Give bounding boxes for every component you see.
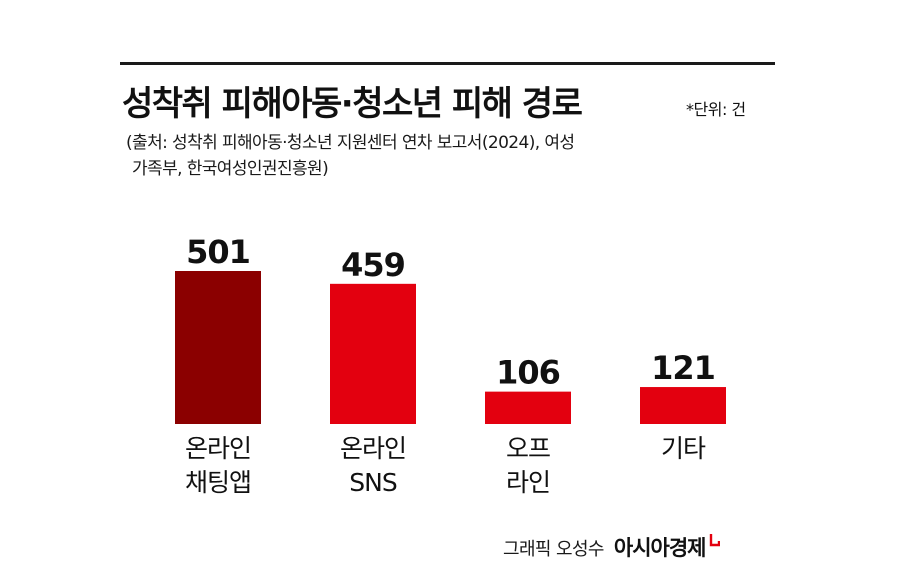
category-label-2-line-1: 온라인 bbox=[340, 434, 406, 463]
bar-2 bbox=[330, 283, 416, 424]
category-label-1-line-1: 온라인 bbox=[185, 434, 251, 463]
value-label-1: 501 bbox=[186, 233, 250, 271]
category-label-1-line-2: 채팅앱 bbox=[185, 468, 251, 497]
category-label-3-line-1: 오프 bbox=[506, 434, 550, 463]
source-line-1: (출처: 성착취 피해아동·청소년 지원센터 연차 보고서(2024), 여성 bbox=[126, 133, 575, 153]
graphic-credit: 그래픽 오성수 bbox=[503, 539, 604, 560]
brand-logo: 아시아경제 bbox=[613, 536, 707, 560]
value-label-4: 121 bbox=[651, 349, 715, 387]
value-label-3: 106 bbox=[496, 354, 560, 392]
bar-4 bbox=[640, 387, 726, 424]
credit: 그래픽 오성수 아시아경제 bbox=[503, 532, 720, 562]
category-label-4-line-1: 기타 bbox=[661, 434, 706, 463]
top-rule bbox=[120, 62, 775, 65]
bar-3 bbox=[485, 391, 571, 424]
value-label-2: 459 bbox=[341, 246, 405, 284]
source-note: (출처: 성착취 피해아동·청소년 지원센터 연차 보고서(2024), 여성 … bbox=[126, 130, 766, 182]
chart-title: 성착취 피해아동·청소년 피해 경로 bbox=[122, 84, 583, 124]
category-label-2-line-2: SNS bbox=[349, 468, 397, 497]
bar-1 bbox=[175, 271, 261, 424]
category-label-3-line-2: 라인 bbox=[506, 468, 550, 497]
brand-mark-icon bbox=[709, 534, 720, 547]
source-line-2: 가족부, 한국여성인권진흥원) bbox=[132, 159, 329, 179]
unit-note: *단위: 건 bbox=[686, 100, 746, 119]
